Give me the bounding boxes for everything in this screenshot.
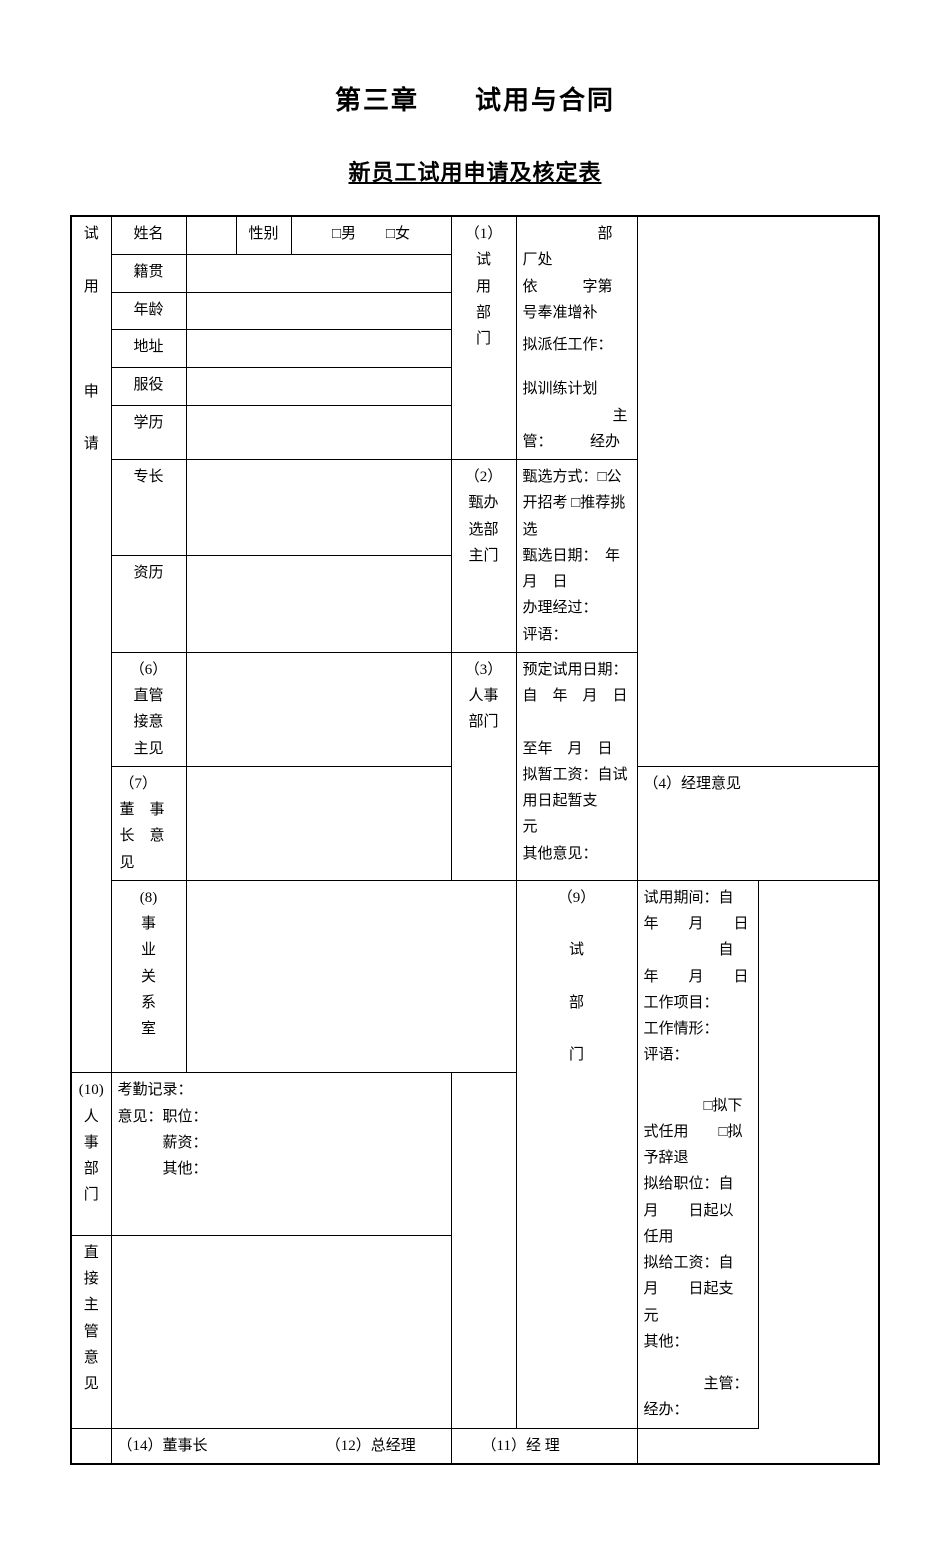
dept3-line3: 拟暂工资：自试用日起暂支 元 <box>523 762 631 841</box>
age-label: 年龄 <box>111 292 186 330</box>
edu-value <box>186 406 451 460</box>
sec10-header: (10) 人 事 部 门 <box>71 1073 111 1235</box>
dept2-line2: 甄选日期： 年 月 日 <box>523 543 631 596</box>
name-value <box>186 216 236 254</box>
sec6-header: （6） 直管 接意 主见 <box>111 652 186 766</box>
dept1-line3: 拟派任工作： <box>523 332 631 358</box>
name-label: 姓名 <box>111 216 186 254</box>
gender-label: 性别 <box>236 216 291 254</box>
dept2-header: （2） 甄办 选部 主门 <box>451 460 516 653</box>
page-title: 第三章 试用与合同 <box>70 80 880 117</box>
experience-label: 资历 <box>111 556 186 652</box>
form-table: 试 用 申 请 姓名 性别 □男 □女 （1） 试 用 部 门 部 厂处 依 字… <box>70 215 880 1465</box>
service-value <box>186 368 451 406</box>
sec9-line9: 其他： <box>644 1329 752 1355</box>
address-value <box>186 330 451 368</box>
dept1-header: （1） 试 用 部 门 <box>451 216 516 460</box>
dept1-line1: 部 厂处 <box>523 221 631 274</box>
dept3-line2: 至年 月 日 <box>523 709 631 762</box>
sec4-header: （4）经理意见 <box>644 771 873 797</box>
sec8-header: (8) 事 业 关 系 室 <box>111 880 186 1073</box>
origin-label: 籍贯 <box>111 254 186 292</box>
sec9-line5: 评语： <box>644 1042 752 1068</box>
sec10-line3: 薪资： <box>118 1130 445 1156</box>
experience-value <box>186 556 451 652</box>
sec10-line1: 考勤记录： <box>118 1077 445 1103</box>
service-label: 服役 <box>111 368 186 406</box>
dept1-line4: 拟训练计划 <box>523 376 631 402</box>
footer-c2: （12）总经理 <box>291 1428 451 1464</box>
direct-header: 直接 主管 意见 <box>71 1235 111 1428</box>
specialty-label: 专长 <box>111 460 186 556</box>
dept3-line4: 其他意见： <box>523 841 631 867</box>
sec8-content <box>186 880 516 1073</box>
dept2-content: 甄选方式：□公开招考 □推荐挑选 甄选日期： 年 月 日 办理经过： 评语： <box>516 460 637 653</box>
dept1-line5: 主管： 经办 <box>523 403 631 456</box>
dept2-line1: 甄选方式：□公开招考 □推荐挑选 <box>523 464 631 543</box>
sec9-line8: 拟给工资：自 月 日起支 元 <box>644 1250 752 1329</box>
sec7-header: （7） 董 事 长 意 见 <box>111 766 186 880</box>
sec9-header: （9） 试 部 门 <box>516 880 637 1428</box>
sec10-line2: 意见：职位： <box>118 1104 445 1130</box>
page-subtitle: 新员工试用申请及核定表 <box>70 155 880 187</box>
sec7-content <box>186 766 451 880</box>
sec9-content: 试用期间：自 年 月 日 自 年 月 日 工作项目： 工作情形： 评语： □拟下… <box>637 880 758 1428</box>
edu-label: 学历 <box>111 406 186 460</box>
sec9-line4: 工作情形： <box>644 1016 752 1042</box>
sec10-line4: 其他： <box>118 1156 445 1182</box>
sec9-line2: 自 年 月 日 <box>644 937 752 990</box>
sec9-line7: 拟给职位：自 月 日起以 任用 <box>644 1171 752 1250</box>
address-label: 地址 <box>111 330 186 368</box>
footer-c3: （11）经 理 <box>451 1428 637 1464</box>
direct-content <box>111 1235 451 1428</box>
dept3-content: 预定试用日期：自 年 月 日 至年 月 日 拟暂工资：自试用日起暂支 元 其他意… <box>516 652 637 880</box>
left-header-cell: 试 用 申 请 <box>71 216 111 1073</box>
dept2-line4: 评语： <box>523 622 631 648</box>
dept3-header: （3） 人事 部门 <box>451 652 516 880</box>
dept2-line3: 办理经过： <box>523 595 631 621</box>
sec10-content: 考勤记录： 意见：职位： 薪资： 其他： <box>111 1073 451 1235</box>
sec6-content <box>186 652 451 766</box>
gender-options: □男 □女 <box>291 216 451 254</box>
sec9-line6: □拟下式任用 □拟予辞退 <box>644 1093 752 1172</box>
footer-blank <box>71 1428 111 1464</box>
age-value <box>186 292 451 330</box>
sec4-content: （4）经理意见 <box>637 766 879 880</box>
sec9-line10: 主管： 经办： <box>644 1371 752 1424</box>
dept1-content: 部 厂处 依 字第 号奉准增补 拟派任工作： 拟训练计划 主管： 经办 <box>516 216 637 460</box>
origin-value <box>186 254 451 292</box>
specialty-value <box>186 460 451 556</box>
dept1-line2: 依 字第 号奉准增补 <box>523 274 631 327</box>
dept3-line1: 预定试用日期：自 年 月 日 <box>523 657 631 710</box>
left-header-text: 试 用 申 请 <box>78 221 105 457</box>
footer-c1: （14）董事长 <box>111 1428 291 1464</box>
sec9-line3: 工作项目： <box>644 990 752 1016</box>
sec9-line1: 试用期间：自 年 月 日 <box>644 885 752 938</box>
